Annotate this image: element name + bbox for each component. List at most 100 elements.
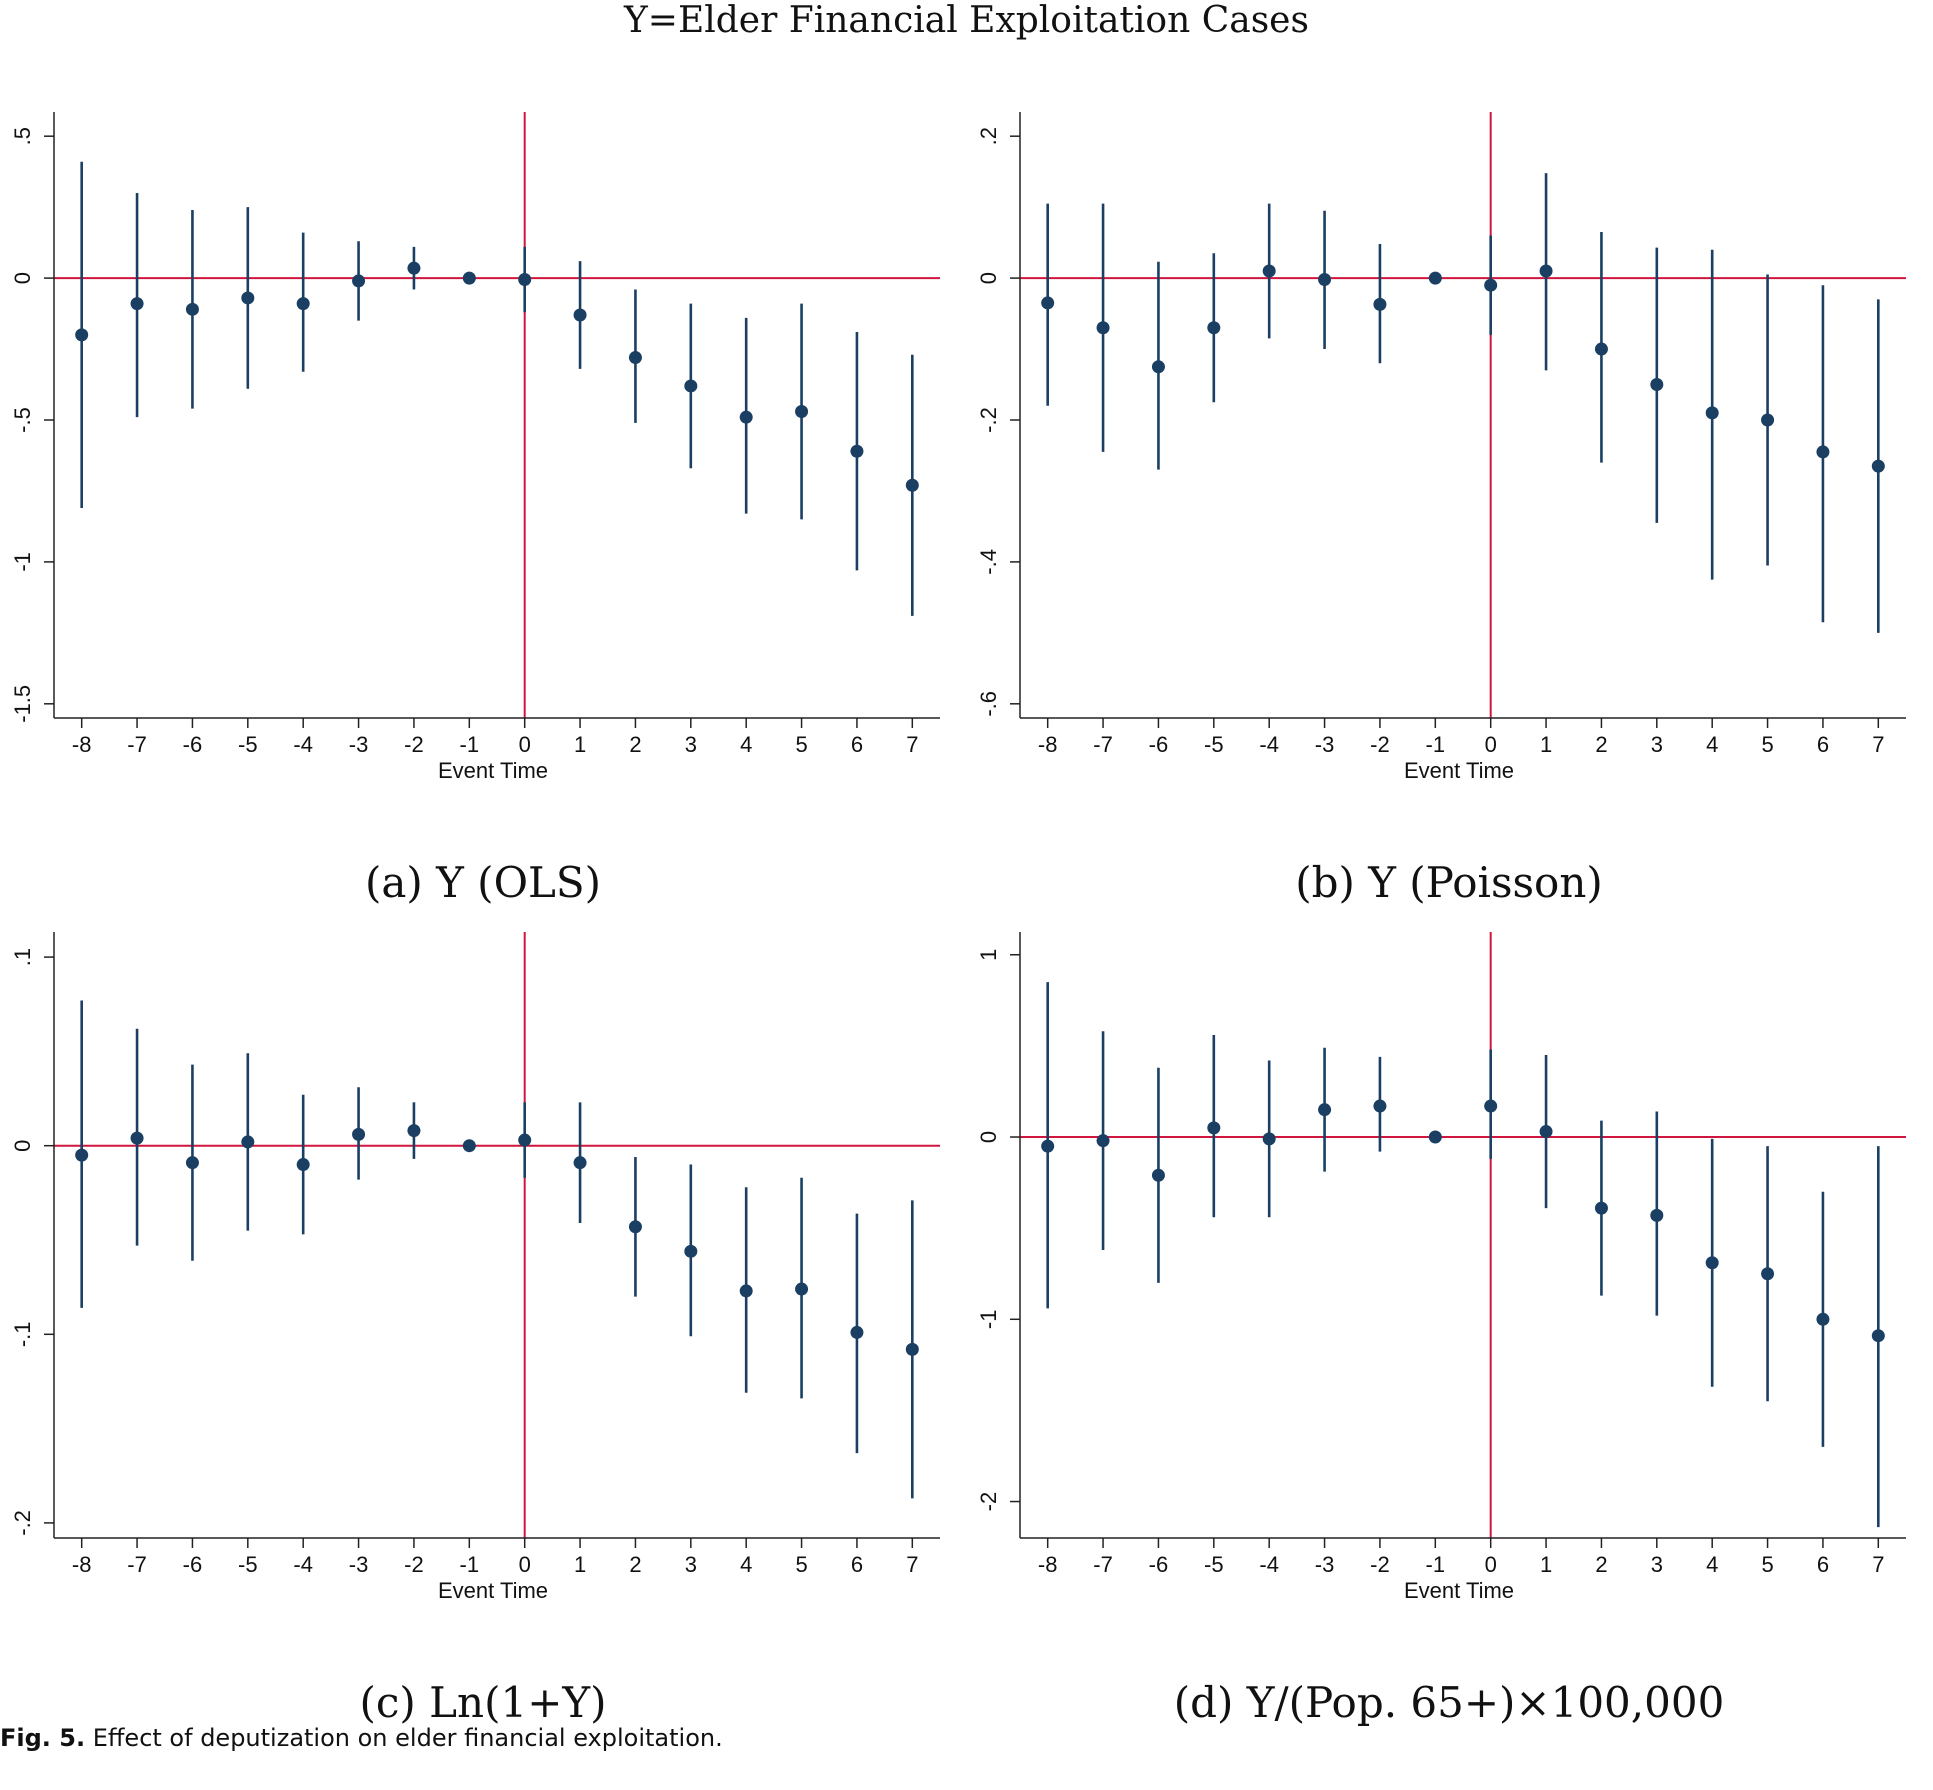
x-axis-label: Event Time (1404, 1578, 1514, 1603)
panel-b-caption: (b) Y (Poisson) (1295, 858, 1603, 907)
coefficient-point (518, 273, 532, 287)
x-tick-label: -2 (1370, 732, 1390, 757)
coefficient-point (352, 1127, 366, 1141)
x-tick-label: 3 (1651, 1552, 1663, 1577)
coefficient-point (905, 478, 919, 492)
coefficient-point (1650, 378, 1664, 392)
x-tick-label: 6 (851, 732, 863, 757)
panel-d-caption: (d) Y/(Pop. 65+)×100,000 (1173, 1678, 1725, 1727)
figure-title: Y=Elder Financial Exploitation Cases (624, 0, 1309, 41)
coefficient-point (795, 1282, 809, 1296)
x-tick-label: -8 (1038, 732, 1058, 757)
x-tick-label: -5 (1204, 1552, 1224, 1577)
x-tick-label: -4 (293, 732, 313, 757)
y-tick-label: -.2 (976, 407, 1001, 433)
coefficient-point (1484, 278, 1498, 292)
y-tick-label: 0 (10, 272, 35, 284)
x-tick-label: -5 (238, 1552, 258, 1577)
coefficient-point (75, 1148, 89, 1162)
y-tick-label: -.2 (10, 1510, 35, 1536)
coefficient-point (75, 328, 89, 342)
coefficient-point (130, 297, 144, 311)
x-tick-label: -3 (1315, 732, 1335, 757)
coefficient-point (1151, 360, 1165, 374)
coefficient-point (1761, 413, 1775, 427)
coefficient-point (1262, 1132, 1276, 1146)
y-tick-label: -.6 (976, 691, 1001, 717)
coefficient-point (1096, 1134, 1110, 1148)
x-tick-label: -2 (404, 1552, 424, 1577)
coefficient-point (905, 1342, 919, 1356)
x-tick-label: 2 (1595, 1552, 1607, 1577)
x-tick-label: 0 (519, 732, 531, 757)
coefficient-point (1871, 459, 1885, 473)
y-tick-label: -1 (10, 552, 35, 572)
x-axis-label: Event Time (438, 1578, 548, 1603)
coefficient-point (1539, 1125, 1553, 1139)
x-tick-label: -6 (183, 732, 203, 757)
coefficient-point (1096, 321, 1110, 335)
x-tick-label: 7 (906, 1552, 918, 1577)
y-tick-label: .5 (10, 127, 35, 145)
coefficient-point (241, 291, 255, 305)
coefficient-point (1816, 1312, 1830, 1326)
coefficient-point (1761, 1267, 1775, 1281)
x-tick-label: -4 (1259, 732, 1279, 757)
x-axis-label: Event Time (1404, 758, 1514, 783)
coefficient-point (850, 444, 864, 458)
x-tick-label: -7 (127, 732, 147, 757)
coefficient-point (795, 404, 809, 418)
x-tick-label: 1 (1540, 732, 1552, 757)
coefficient-point (684, 1244, 698, 1258)
x-tick-label: -1 (1426, 732, 1446, 757)
chart-c-svg: .1 0 -.1 -.2 -8 -7 -6 -5 -4 -3 -2 -1 0 1 2 3 4 5 6 7 Event T… (10, 932, 940, 1603)
x-tick-label: -8 (1038, 1552, 1058, 1577)
coefficient-point (1428, 271, 1442, 285)
x-tick-label: -2 (404, 732, 424, 757)
x-tick-label: -3 (349, 732, 369, 757)
x-tick-label: 5 (1761, 1552, 1773, 1577)
coefficient-point (1428, 1130, 1442, 1144)
x-tick-label: 6 (1817, 1552, 1829, 1577)
figure-caption-text: Effect of deputization on elder financia… (92, 1724, 723, 1752)
coefficient-point (1318, 273, 1332, 287)
x-tick-label: 0 (1485, 732, 1497, 757)
x-tick-label: -5 (238, 732, 258, 757)
x-tick-label: 3 (1651, 732, 1663, 757)
x-tick-label: -1 (460, 732, 480, 757)
coefficient-point (1373, 1099, 1387, 1113)
x-tick-label: -6 (1149, 1552, 1169, 1577)
coefficient-point (1262, 264, 1276, 278)
chart-d-svg: 1 0 -1 -2 -8 -7 -6 -5 -4 -3 -2 -1 0 1 2 3 4 5 6 7 Event Time (976, 932, 1906, 1603)
coefficient-point (241, 1135, 255, 1149)
x-tick-label: 1 (574, 732, 586, 757)
x-axis-label: Event Time (438, 758, 548, 783)
coefficient-point (296, 297, 310, 311)
coefficient-point (185, 302, 199, 316)
x-tick-label: 4 (1706, 732, 1718, 757)
coefficient-point (1151, 1168, 1165, 1182)
coefficient-point (1594, 342, 1608, 356)
y-tick-label: 0 (976, 1131, 1001, 1143)
x-tick-label: 5 (795, 1552, 807, 1577)
coefficient-point (739, 1284, 753, 1298)
coefficient-point (1539, 264, 1553, 278)
x-tick-label: -3 (1315, 1552, 1335, 1577)
panel-a-caption: (a) Y (OLS) (364, 858, 602, 907)
coefficient-point (1318, 1103, 1332, 1117)
coefficient-point (1594, 1201, 1608, 1215)
coefficient-point (185, 1156, 199, 1170)
x-tick-label: 5 (1761, 732, 1773, 757)
x-tick-label: 5 (795, 732, 807, 757)
coefficient-point (739, 410, 753, 424)
x-tick-label: 1 (1540, 1552, 1552, 1577)
x-tick-label: 6 (1817, 732, 1829, 757)
y-tick-label: 0 (976, 272, 1001, 284)
x-tick-label: 4 (740, 1552, 752, 1577)
x-tick-label: 0 (1485, 1552, 1497, 1577)
coefficient-point (518, 1133, 532, 1147)
x-tick-label: 7 (906, 732, 918, 757)
x-tick-label: -4 (293, 1552, 313, 1577)
coefficient-point (130, 1131, 144, 1145)
coefficient-point (407, 1124, 421, 1138)
